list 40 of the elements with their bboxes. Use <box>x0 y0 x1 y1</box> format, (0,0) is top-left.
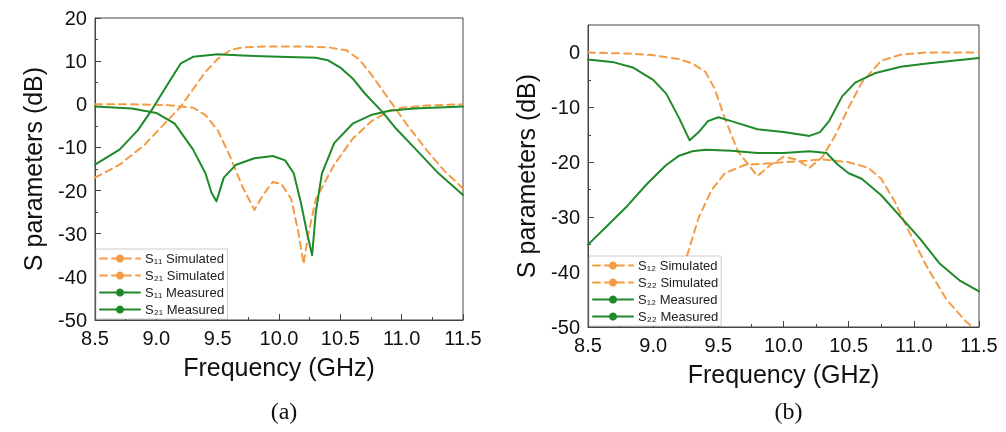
y-tick-label: 10 <box>64 50 87 73</box>
x-tick-label: 9.0 <box>639 334 668 356</box>
y-tick-label: -30 <box>551 206 580 229</box>
y-tick-label: -40 <box>58 265 87 288</box>
legend-label: S₂₂ Measured <box>638 309 719 324</box>
x-tick-label: 11.0 <box>895 334 933 356</box>
x-tick-label: 10.0 <box>259 327 299 349</box>
y-tick-label: -20 <box>58 179 87 202</box>
legend-label: S₂₁ Measured <box>145 302 225 317</box>
y-tick-label: -10 <box>551 96 580 119</box>
y-tick-label: -10 <box>58 136 87 159</box>
y-axis-title: S parameters (dB) <box>18 66 47 272</box>
x-tick-label: 9.0 <box>142 327 171 349</box>
y-tick-label: -40 <box>551 261 580 284</box>
legend-label: S₁₁ Simulated <box>145 251 224 266</box>
text: (b) <box>774 398 803 424</box>
x-axis-title: Frequency (GHz) <box>183 352 375 381</box>
text: (a) <box>270 398 298 424</box>
x-tick-label: 11.0 <box>382 327 421 349</box>
y-tick-label: -20 <box>551 151 580 174</box>
y-tick-label: 0 <box>75 93 87 116</box>
x-tick-label: 10.5 <box>829 334 869 356</box>
legend-label: S₁₁ Measured <box>145 285 224 300</box>
x-axis-title: Frequency (GHz) <box>687 359 880 388</box>
x-tick-label: 10.0 <box>764 334 803 356</box>
y-tick-label: 20 <box>64 7 87 29</box>
line-series <box>587 56 980 142</box>
x-tick-label: 9.5 <box>203 327 232 349</box>
legend-label: S₁₂ Simulated <box>638 258 718 273</box>
x-tick-label: 11.5 <box>444 327 482 349</box>
y-tick-label: 0 <box>568 41 580 64</box>
y-axis-title: S parameters (dB) <box>511 73 540 279</box>
x-tick-label: 9.5 <box>704 334 733 356</box>
legend-label: S₁₂ Measured <box>638 292 718 307</box>
legend-label: S₂₁ Simulated <box>145 268 225 283</box>
x-tick-label: 11.5 <box>960 334 998 356</box>
line-series <box>587 148 980 293</box>
y-tick-label: -30 <box>58 222 87 245</box>
legend-label: S₂₂ Simulated <box>638 275 719 290</box>
x-tick-label: 10.5 <box>320 327 360 349</box>
